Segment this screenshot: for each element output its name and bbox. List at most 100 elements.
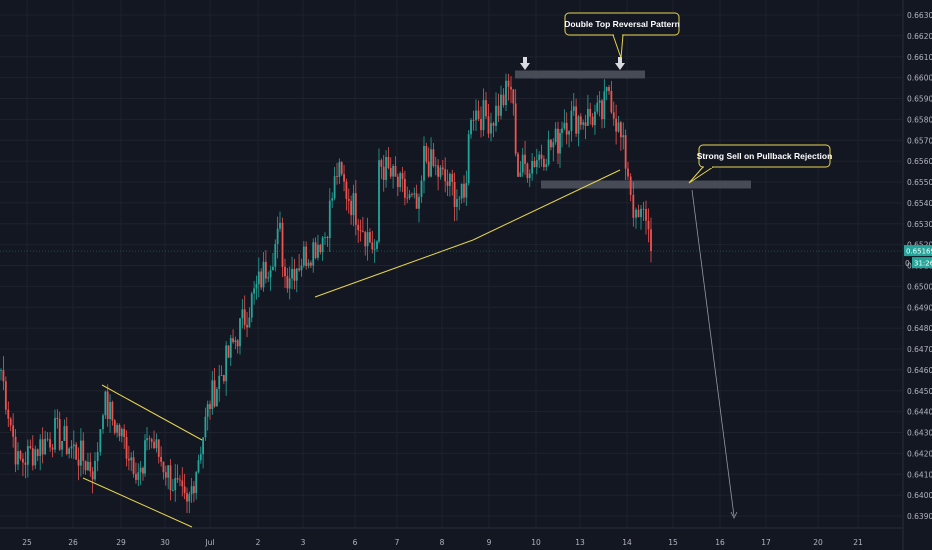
candle-body [188, 494, 191, 502]
candle [531, 153, 534, 181]
candle-body [528, 173, 531, 179]
candle [305, 241, 308, 270]
candle-body [298, 268, 301, 271]
candle-body [552, 142, 555, 148]
grid-lines [0, 0, 903, 528]
candle-body [444, 169, 447, 182]
candle-body [570, 110, 573, 132]
candle-body [0, 370, 2, 371]
candle-body [262, 261, 265, 288]
candle [218, 364, 221, 402]
candle [389, 157, 392, 179]
candle [366, 217, 369, 261]
candle-body [99, 429, 102, 453]
candle [642, 201, 645, 221]
candle-body [533, 161, 536, 167]
candle-body [490, 123, 492, 134]
candle-body [49, 439, 51, 448]
candle-body [517, 153, 519, 177]
candle [423, 136, 425, 194]
candle [382, 155, 385, 192]
candle-body [309, 262, 312, 266]
projection-arrow-line [691, 189, 735, 517]
candle-body [495, 105, 497, 126]
candle [111, 400, 114, 426]
candle [321, 235, 324, 261]
candle [288, 266, 291, 300]
x-tick-label: 26 [68, 538, 78, 547]
candle [519, 160, 522, 178]
candle-body [216, 389, 218, 407]
candle-body [7, 409, 10, 419]
candle-body [150, 439, 153, 442]
candle-body [608, 87, 610, 91]
candle-body [106, 391, 109, 420]
candle [514, 89, 517, 157]
candle [465, 170, 468, 206]
candle-body [87, 461, 89, 471]
candle-body [507, 80, 510, 87]
x-axis: 25 26 29 30 Jul 2 3 6 7 8 9 10 13 14 15 16 17 20 21 [0, 527, 903, 547]
candle-body [411, 194, 413, 196]
candle [61, 440, 63, 457]
candle-body [591, 116, 594, 126]
candle [174, 463, 177, 502]
candle [596, 95, 599, 115]
candle [582, 119, 585, 130]
candle-body [401, 173, 404, 179]
candle [204, 407, 207, 441]
candle [622, 122, 625, 150]
candle [545, 158, 548, 171]
candle [603, 79, 606, 128]
candle [570, 100, 573, 142]
candle-body [463, 183, 465, 198]
candle [94, 452, 96, 482]
candle-body [84, 460, 87, 471]
candle-body [589, 108, 592, 117]
candle [547, 130, 550, 167]
candle [492, 121, 495, 138]
candle-body [96, 452, 99, 461]
candle [380, 158, 383, 180]
candle-body [347, 198, 350, 201]
candle-body [241, 309, 244, 319]
candle [624, 129, 627, 181]
candle [554, 122, 557, 145]
candle [572, 93, 575, 116]
candle-body [627, 168, 629, 177]
callout-label: Double Top Reversal Pattern [564, 19, 680, 29]
candle [635, 207, 637, 229]
candle-body [125, 436, 128, 459]
candle-body [610, 90, 613, 113]
candle-body [579, 116, 582, 125]
candle-body [584, 122, 587, 126]
candle-body [291, 268, 293, 279]
candle-body [465, 183, 468, 198]
candle-body [239, 318, 241, 347]
candle-body [267, 277, 270, 279]
candle [540, 144, 543, 167]
candle [608, 84, 610, 95]
candle-body [164, 472, 167, 478]
down-arrow-marker [520, 57, 530, 70]
candle [312, 238, 315, 273]
candle [171, 478, 174, 492]
candle-body [148, 438, 151, 440]
candle [361, 216, 364, 233]
candle [350, 195, 353, 225]
candle [2, 356, 5, 391]
candle-body [44, 438, 47, 455]
x-tick-label: 8 [440, 538, 445, 547]
trendlines [82, 169, 621, 528]
candle-body [171, 490, 174, 491]
candle [0, 368, 2, 381]
candle [495, 92, 497, 132]
candles [0, 73, 652, 514]
